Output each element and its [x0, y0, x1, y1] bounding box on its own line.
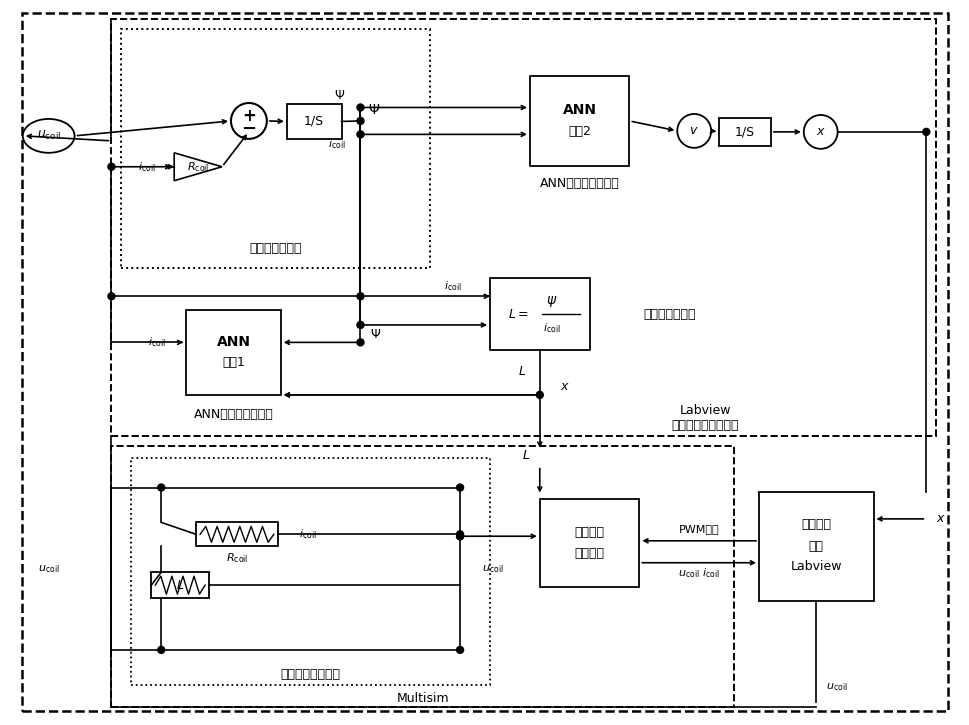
Circle shape [456, 531, 463, 538]
Bar [111, 20, 936, 436]
Circle shape [231, 103, 266, 139]
Text: $i_{\rm coil}$: $i_{\rm coil}$ [298, 528, 317, 542]
Circle shape [158, 647, 165, 653]
Text: $i_{\rm coil}$: $i_{\rm coil}$ [148, 336, 167, 349]
Circle shape [357, 321, 364, 328]
Text: $L$: $L$ [176, 579, 184, 592]
Bar [530, 76, 630, 166]
Text: $R_{\rm coil}$: $R_{\rm coil}$ [187, 160, 209, 174]
Text: $i_{\rm coil}$: $i_{\rm coil}$ [328, 138, 346, 152]
Text: $x$: $x$ [936, 513, 946, 526]
Text: −: − [241, 120, 257, 138]
Text: 程序1: 程序1 [222, 356, 245, 369]
Bar [540, 500, 640, 587]
Text: $R_{\rm coil}$: $R_{\rm coil}$ [226, 551, 248, 566]
Ellipse shape [23, 119, 75, 153]
Text: $L$: $L$ [517, 365, 526, 378]
Text: +: + [242, 107, 256, 125]
Circle shape [108, 293, 115, 299]
Bar [186, 310, 281, 395]
Text: 接触器动态仿真模型: 接触器动态仿真模型 [672, 419, 739, 432]
Bar [132, 457, 490, 684]
Bar [121, 29, 430, 268]
Text: ANN反求电流子模型: ANN反求电流子模型 [194, 408, 273, 421]
Circle shape [158, 484, 165, 491]
Circle shape [536, 392, 544, 398]
Bar [719, 118, 771, 146]
Text: 电压平衡子模型: 电压平衡子模型 [250, 242, 302, 255]
Text: $L=$: $L=$ [508, 307, 528, 320]
Text: Labview: Labview [791, 560, 842, 573]
Text: ANN: ANN [216, 336, 250, 349]
Text: $L$: $L$ [521, 450, 530, 462]
Circle shape [456, 647, 463, 653]
Circle shape [357, 117, 364, 125]
Bar [151, 572, 209, 598]
Text: 1/S: 1/S [304, 115, 325, 128]
Text: $\psi$: $\psi$ [547, 294, 557, 309]
Text: $u_{\rm coil}\ i_{\rm coil}$: $u_{\rm coil}\ i_{\rm coil}$ [678, 566, 720, 579]
Text: 程序2: 程序2 [568, 125, 591, 138]
Text: ANN: ANN [563, 103, 597, 117]
Bar [490, 278, 589, 350]
Text: $i_{\rm coil}$: $i_{\rm coil}$ [445, 279, 462, 293]
Circle shape [456, 484, 463, 491]
Text: $u_{\rm coil}$: $u_{\rm coil}$ [37, 129, 61, 142]
Bar [759, 492, 873, 601]
Text: 电磁系统等效电路: 电磁系统等效电路 [281, 668, 341, 682]
Circle shape [357, 293, 364, 299]
Text: $\Psi$: $\Psi$ [334, 89, 346, 102]
Text: $\Psi$: $\Psi$ [370, 328, 382, 341]
Circle shape [677, 114, 711, 148]
Text: $x$: $x$ [816, 125, 826, 138]
Text: Labview: Labview [679, 405, 731, 418]
Bar [196, 523, 278, 547]
Text: 策略: 策略 [809, 540, 824, 552]
Text: $u_{\rm coil}$: $u_{\rm coil}$ [482, 563, 504, 575]
Text: PWM驱动: PWM驱动 [679, 524, 720, 534]
Bar [111, 446, 735, 707]
Text: 1/S: 1/S [735, 125, 755, 138]
Text: 驱动电路: 驱动电路 [575, 547, 605, 560]
Circle shape [456, 533, 463, 539]
Text: 智能控制: 智能控制 [801, 518, 831, 531]
Text: $x$: $x$ [560, 381, 570, 394]
Polygon shape [174, 153, 222, 181]
Circle shape [456, 533, 463, 539]
Text: $u_{\rm coil}$: $u_{\rm coil}$ [827, 681, 848, 692]
Circle shape [357, 104, 364, 111]
Text: 电磁系统: 电磁系统 [575, 526, 605, 539]
Text: 动态电感子模型: 动态电感子模型 [643, 307, 696, 320]
Text: ANN求解速度子模型: ANN求解速度子模型 [540, 177, 619, 190]
Text: $i_{\rm coil}$: $i_{\rm coil}$ [543, 322, 561, 336]
Bar [287, 104, 341, 139]
Text: $\Psi$: $\Psi$ [368, 103, 381, 117]
Circle shape [108, 163, 115, 170]
Text: $v$: $v$ [689, 125, 699, 138]
Circle shape [803, 115, 837, 149]
Text: $u_{\rm coil}$: $u_{\rm coil}$ [38, 563, 59, 575]
Text: Multisim: Multisim [396, 692, 449, 705]
Circle shape [357, 339, 364, 346]
Circle shape [922, 128, 930, 136]
Circle shape [357, 131, 364, 138]
Text: $i_{\rm coil}$: $i_{\rm coil}$ [139, 160, 156, 174]
